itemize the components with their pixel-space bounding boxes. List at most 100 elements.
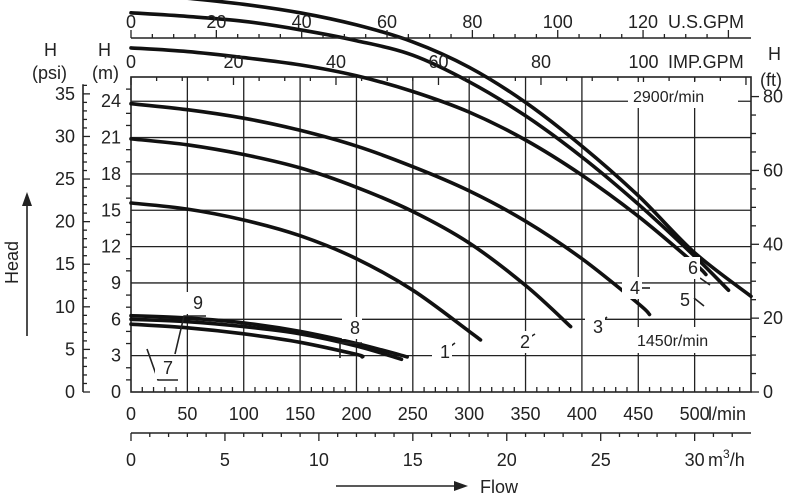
us-gpm-tick-label: 120 xyxy=(628,12,658,32)
m3h-tick-label: 25 xyxy=(591,450,611,470)
lmin-tick-label: 100 xyxy=(229,404,259,424)
curve-4 xyxy=(129,46,708,277)
x-axis-title: Flow xyxy=(336,477,519,497)
ft-tick-label: 20 xyxy=(763,308,783,328)
lmin-tick-label: 350 xyxy=(511,404,541,424)
ft-tick-label: 0 xyxy=(763,382,773,402)
m3h-tick-label: 30 xyxy=(685,450,705,470)
speed-label-high: 2900r/min xyxy=(633,89,704,106)
speed-label-high-bg xyxy=(628,82,738,108)
imp-gpm-tick-label: 80 xyxy=(531,52,551,72)
m3h-tick-label: 0 xyxy=(126,450,136,470)
curve-labels: 1 2 3 4 5 6 7 8 9 xyxy=(146,257,711,381)
curve-label-bg-8 xyxy=(342,317,362,339)
ft-axis-header: H xyxy=(768,44,781,64)
imp-gpm-tick-label: 40 xyxy=(326,52,346,72)
ft-tick-label: 60 xyxy=(763,160,783,180)
curve-3 xyxy=(129,101,652,317)
psi-axis-header: H xyxy=(44,40,57,60)
m-tick-label: 9 xyxy=(111,273,121,293)
curve-label-bg-6 xyxy=(680,257,700,279)
curve-label-4: 4 xyxy=(630,278,640,298)
m-tick-label: 6 xyxy=(111,309,121,329)
curve-5 xyxy=(129,11,731,292)
us-gpm-unit: U.S.GPM xyxy=(668,12,744,32)
curve-label-9: 9 xyxy=(193,293,203,313)
ft-axis-unit: (ft) xyxy=(760,70,782,90)
lmin-tick-label: 250 xyxy=(398,404,428,424)
lmin-tick-label: 50 xyxy=(177,404,197,424)
psi-tick-label: 35 xyxy=(55,84,75,104)
curve-label-leader-9 xyxy=(174,315,206,355)
lmin-unit: l/min xyxy=(708,404,746,424)
lmin-tick-label: 450 xyxy=(623,404,653,424)
psi-tick-label: 0 xyxy=(65,382,75,402)
curve-label-bg-1 xyxy=(432,341,452,363)
curve-6 xyxy=(187,0,753,299)
imp-gpm-tick-label: 100 xyxy=(628,52,658,72)
speed-label-low-bg xyxy=(634,327,740,353)
m-axis-header: H xyxy=(98,40,111,60)
imp-gpm-tick-label: 60 xyxy=(428,52,448,72)
curve-label-7: 7 xyxy=(163,358,173,378)
y-axis-label: Head xyxy=(2,241,22,284)
psi-axis-unit: (psi) xyxy=(32,63,67,83)
y-axis-title: Head xyxy=(2,192,32,336)
curve-label-3: 3 xyxy=(593,317,603,337)
psi-tick-label: 10 xyxy=(55,297,75,317)
m-tick-label: 24 xyxy=(101,91,121,111)
curve-label-bg-5 xyxy=(672,289,692,311)
us-gpm-tick-label: 40 xyxy=(292,12,312,32)
psi-tick-label: 15 xyxy=(55,254,75,274)
psi-tick-label: 25 xyxy=(55,169,75,189)
us-gpm-tick-label: 60 xyxy=(377,12,397,32)
lmin-tick-label: 0 xyxy=(126,404,136,424)
curve-label-leader-8 xyxy=(339,342,362,358)
m3h-tick-label: 5 xyxy=(220,450,230,470)
us-gpm-tick-label: 100 xyxy=(543,12,573,32)
x-axis-label: Flow xyxy=(480,477,519,497)
curve-label-bg-2 xyxy=(512,331,532,353)
curve-label-5: 5 xyxy=(680,290,690,310)
curve-label-bg-4 xyxy=(622,277,642,299)
curve-7 xyxy=(129,322,365,359)
m3h-tick-label: 15 xyxy=(403,450,423,470)
m3h-tick-label: 10 xyxy=(309,450,329,470)
curve-2 xyxy=(129,137,573,329)
curve-label-leader-5 xyxy=(693,297,705,307)
curve-label-2: 2 xyxy=(520,332,530,352)
us-gpm-tick-label: 0 xyxy=(126,12,136,32)
m-tick-label: 0 xyxy=(111,382,121,402)
us-gpm-tick-label: 80 xyxy=(462,12,482,32)
m3h-tick-label: 20 xyxy=(497,450,517,470)
curve-label-1: 1 xyxy=(440,342,450,362)
psi-tick-label: 5 xyxy=(65,339,75,359)
m-tick-label: 15 xyxy=(101,200,121,220)
performance-curves xyxy=(129,0,753,362)
curve-1 xyxy=(129,201,483,342)
lmin-tick-label: 200 xyxy=(341,404,371,424)
curve-9 xyxy=(129,313,409,359)
m3h-unit: m3/h xyxy=(708,447,745,470)
speed-label-low: 1450r/min xyxy=(637,333,708,350)
lmin-tick-label: 500 xyxy=(680,404,710,424)
m-tick-label: 12 xyxy=(101,237,121,257)
m-tick-label: 3 xyxy=(111,346,121,366)
curve-label-bg-7 xyxy=(155,357,175,379)
m-axis-unit: (m) xyxy=(92,63,119,83)
ft-tick-label: 80 xyxy=(763,87,783,107)
psi-tick-label: 20 xyxy=(55,212,75,232)
curve-label-leader-7 xyxy=(146,348,178,381)
y-axis-arrow-head xyxy=(22,192,32,206)
curve-label-8: 8 xyxy=(350,318,360,338)
lmin-tick-label: 150 xyxy=(285,404,315,424)
x-axis-arrow-head xyxy=(454,481,468,491)
imp-gpm-unit: IMP.GPM xyxy=(668,52,744,72)
imp-gpm-tick-label: 20 xyxy=(223,52,243,72)
curve-label-bg-3 xyxy=(585,316,605,338)
psi-tick-label: 30 xyxy=(55,126,75,146)
curve-label-6: 6 xyxy=(688,258,698,278)
m-tick-label: 21 xyxy=(101,128,121,148)
